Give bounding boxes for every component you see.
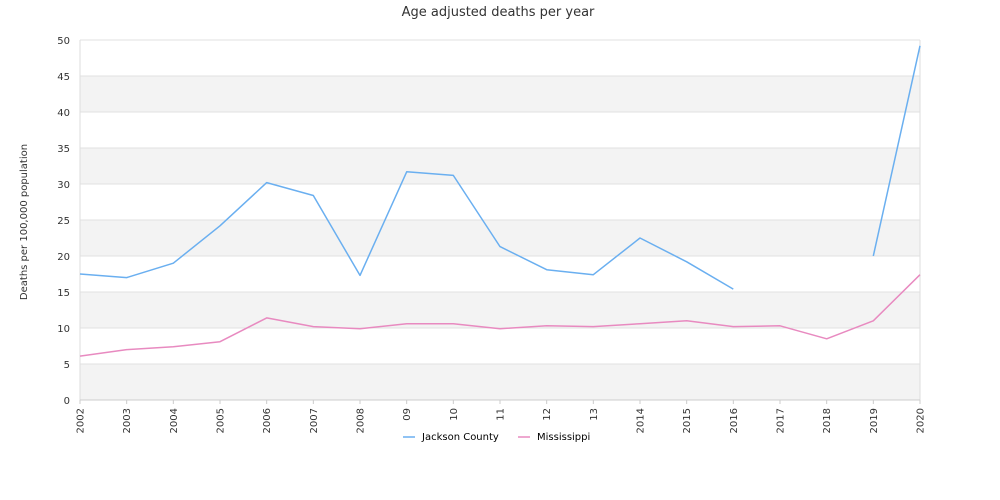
x-tick-label: 2018 bbox=[822, 408, 833, 433]
x-tick-label: 11 bbox=[496, 408, 507, 421]
x-axis-ticks: 2002 2003 2004 2005 2006 2007 2008 09 10 11 12 13 20… bbox=[76, 400, 927, 433]
x-tick-label: 2020 bbox=[916, 408, 927, 433]
grid-band bbox=[80, 112, 920, 148]
y-tick-label: 45 bbox=[57, 72, 70, 83]
x-tick-label: 09 bbox=[402, 408, 413, 421]
y-tick-label: 40 bbox=[57, 108, 70, 119]
x-tick-label: 13 bbox=[589, 408, 600, 421]
x-tick-label: 2008 bbox=[356, 408, 367, 433]
grid-band bbox=[80, 364, 920, 400]
y-tick-label: 35 bbox=[57, 144, 70, 155]
grid-band bbox=[80, 148, 920, 184]
series-line-1 bbox=[79, 171, 734, 290]
x-tick-label: 10 bbox=[449, 408, 460, 421]
grid-band bbox=[80, 292, 920, 328]
x-tick-label: 12 bbox=[542, 408, 553, 421]
series-line-2 bbox=[79, 274, 921, 357]
series-lines bbox=[79, 45, 921, 357]
grid-band bbox=[80, 76, 920, 112]
y-axis-title: Deaths per 100,000 population bbox=[19, 144, 30, 300]
grid-band bbox=[80, 184, 920, 220]
x-tick-label: 2019 bbox=[869, 408, 880, 433]
x-tick-label: 2003 bbox=[122, 408, 133, 433]
x-tick-label: 2002 bbox=[76, 408, 87, 433]
y-tick-label: 15 bbox=[57, 288, 70, 299]
grid-band bbox=[80, 328, 920, 364]
legend-item[interactable]: Mississippi bbox=[518, 432, 590, 443]
x-tick-label: 2006 bbox=[262, 408, 273, 433]
x-tick-label: 2016 bbox=[729, 408, 740, 433]
legend-item[interactable]: Jackson County bbox=[403, 432, 499, 443]
y-tick-label: 20 bbox=[57, 252, 70, 263]
y-tick-label: 30 bbox=[57, 180, 70, 191]
legend-label: Mississippi bbox=[537, 432, 590, 443]
legend[interactable]: Jackson County Mississippi bbox=[403, 432, 590, 443]
grid-band bbox=[80, 256, 920, 292]
y-tick-label: 25 bbox=[57, 216, 70, 227]
series-line-1 bbox=[872, 45, 921, 257]
x-tick-label: 2017 bbox=[776, 408, 787, 433]
chart-title: Age adjusted deaths per year bbox=[402, 5, 595, 20]
grid-band bbox=[80, 40, 920, 76]
x-tick-label: 2004 bbox=[169, 408, 180, 433]
grid-bands bbox=[80, 40, 920, 400]
y-tick-label: 5 bbox=[64, 360, 70, 371]
y-tick-label: 50 bbox=[57, 36, 70, 47]
x-tick-label: 2007 bbox=[309, 408, 320, 433]
x-tick-label: 2014 bbox=[636, 408, 647, 433]
x-tick-label: 2015 bbox=[682, 408, 693, 433]
y-tick-label: 10 bbox=[57, 324, 70, 335]
y-axis-ticks: 0 5 10 15 20 25 30 35 40 45 50 bbox=[57, 36, 70, 407]
grid-band bbox=[80, 220, 920, 256]
legend-label: Jackson County bbox=[421, 432, 499, 443]
y-tick-label: 0 bbox=[64, 396, 70, 407]
x-tick-label: 2005 bbox=[216, 408, 227, 433]
